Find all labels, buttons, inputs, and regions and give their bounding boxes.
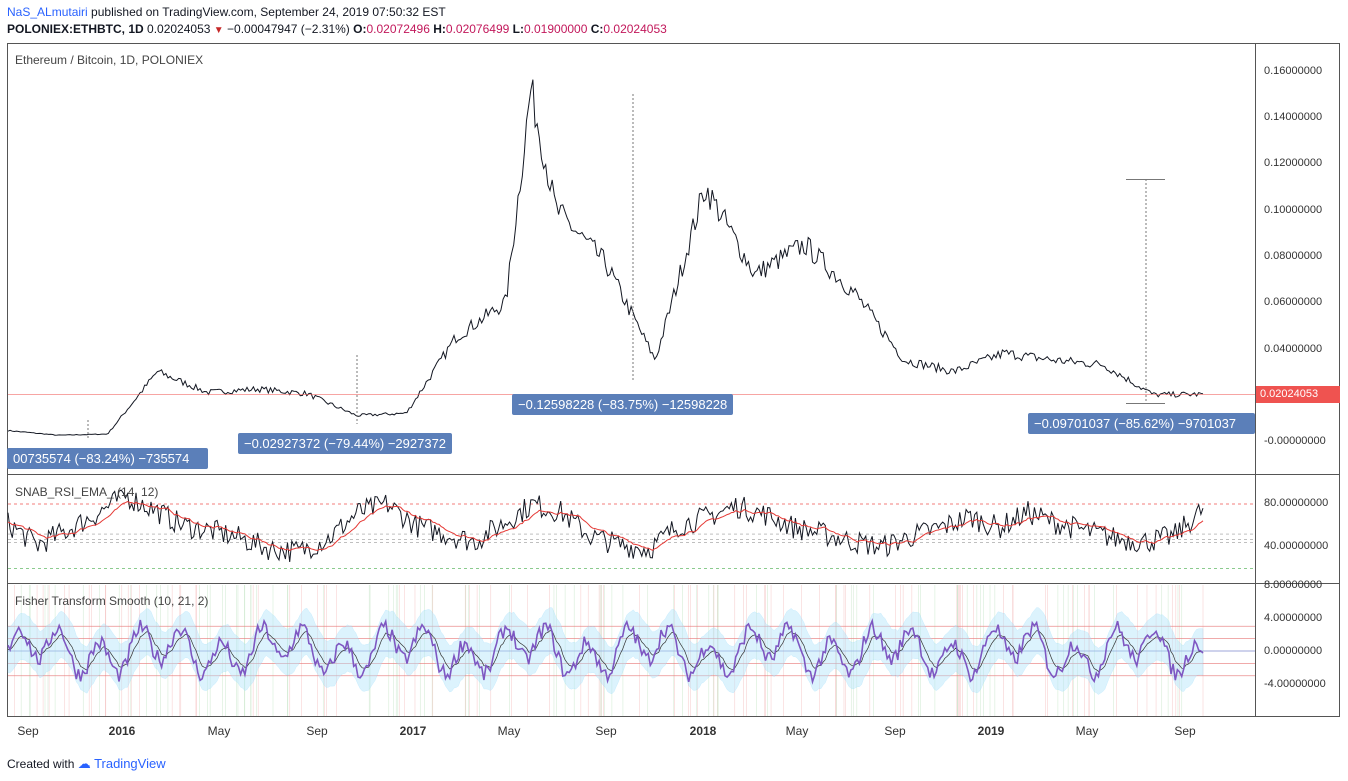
price-axis-divider	[1255, 43, 1256, 717]
last-price: 0.02024053	[147, 22, 211, 36]
x-tick: May	[207, 724, 231, 738]
low-label: L:	[512, 22, 524, 36]
x-tick: Sep	[595, 724, 617, 738]
x-tick: May	[1075, 724, 1099, 738]
fisher-tick: 4.00000000	[1264, 612, 1323, 624]
measure-label[interactable]: −0.09701037 (−85.62%) −9701037	[1028, 413, 1255, 434]
price-change: −0.00047947 (−2.31%)	[227, 22, 350, 36]
high-value: 0.02076499	[445, 22, 510, 36]
down-arrow-icon: ▼	[213, 25, 224, 36]
fisher-band	[7, 607, 1204, 695]
last-price-tag: 0.02024053	[1256, 386, 1340, 403]
tradingview-brand-link[interactable]: TradingView	[94, 756, 166, 771]
high-label: H:	[433, 22, 446, 36]
pane-divider[interactable]	[7, 474, 1340, 475]
x-tick: Sep	[17, 724, 39, 738]
fisher-tick: 0.00000000	[1264, 645, 1323, 657]
x-tick: May	[497, 724, 521, 738]
price-tick: 0.08000000	[1264, 250, 1323, 262]
rsi-pane	[7, 489, 1255, 569]
rsi-tick: 40.00000000	[1264, 540, 1329, 552]
rsi-ema-line	[7, 501, 1204, 552]
measure-label[interactable]: −0.12598228 (−83.75%) −12598228	[512, 394, 734, 415]
fisher-tick: 8.00000000	[1264, 579, 1323, 591]
price-tick: -0.00000000	[1264, 435, 1326, 447]
price-tick: 0.10000000	[1264, 204, 1323, 216]
x-tick: Sep	[306, 724, 328, 738]
fisher-line	[7, 618, 1204, 685]
x-tick: 2018	[689, 724, 717, 738]
price-pane-title: Ethereum / Bitcoin, 1D, POLONIEX	[15, 53, 204, 67]
x-tick: 2019	[977, 724, 1005, 738]
price-tick: 0.06000000	[1264, 296, 1323, 308]
author-link[interactable]: NaS_ALmutairi	[7, 5, 88, 19]
close-label: C:	[590, 22, 604, 36]
fisher-tick: -4.00000000	[1264, 678, 1326, 690]
price-tick: 0.14000000	[1264, 111, 1323, 123]
fisher-pane	[7, 585, 1255, 716]
rsi-line	[7, 489, 1204, 562]
price-line	[7, 79, 1204, 436]
price-pane	[7, 79, 1255, 438]
price-tick: 0.16000000	[1264, 65, 1323, 77]
chart-frame[interactable]	[7, 43, 1340, 717]
rsi-tick: 80.00000000	[1264, 497, 1329, 509]
open-label: O:	[353, 22, 367, 36]
price-tick: 0.12000000	[1264, 157, 1323, 169]
x-tick: Sep	[884, 724, 906, 738]
tradingview-logo-icon: ☁	[77, 756, 91, 771]
publish-info: NaS_ALmutairi published on TradingView.c…	[7, 5, 446, 19]
low-value: 0.01900000	[523, 22, 588, 36]
rsi-pane-title: SNAB_RSI_EMA_ (14, 12)	[15, 485, 159, 499]
x-tick: Sep	[1174, 724, 1196, 738]
price-tick: 0.04000000	[1264, 343, 1323, 355]
footer-text: Created with	[7, 757, 75, 771]
measure-label[interactable]: −0.02927372 (−79.44%) −2927372	[238, 433, 453, 454]
pane-divider[interactable]	[7, 583, 1340, 584]
symbol-info: POLONIEX:ETHBTC, 1D 0.02024053 ▼ −0.0004…	[7, 22, 667, 36]
x-tick: 2017	[399, 724, 427, 738]
measure-label[interactable]: 00735574 (−83.24%) −735574	[7, 448, 208, 469]
footer: Created with ☁ TradingView	[7, 756, 166, 772]
close-value: 0.02024053	[603, 22, 667, 36]
x-tick: May	[785, 724, 809, 738]
open-value: 0.02072496	[366, 22, 430, 36]
symbol-name: POLONIEX:ETHBTC, 1D	[7, 22, 144, 36]
x-tick: 2016	[108, 724, 136, 738]
publish-text: published on TradingView.com, September …	[91, 5, 446, 19]
fisher-pane-title: Fisher Transform Smooth (10, 21, 2)	[15, 594, 209, 608]
